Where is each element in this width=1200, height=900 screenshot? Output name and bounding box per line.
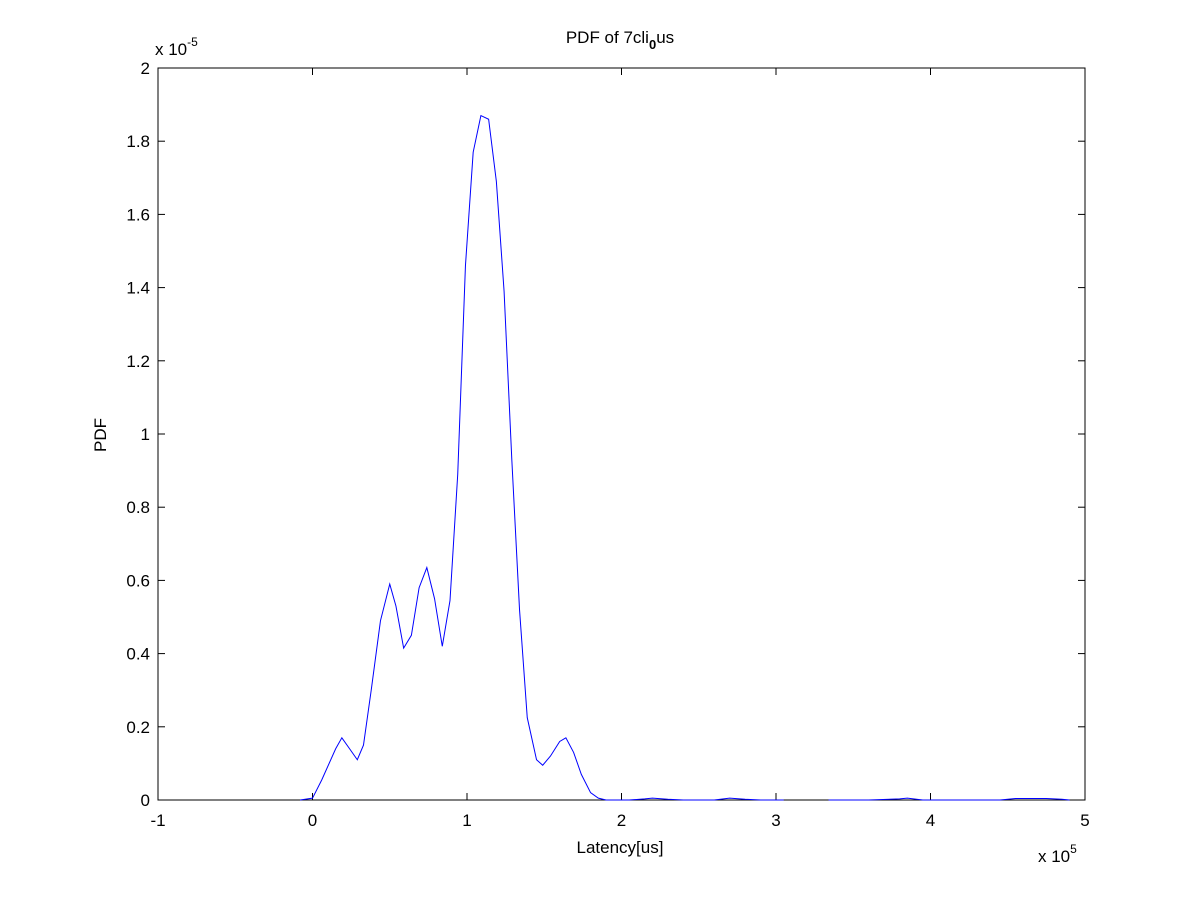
y-tick-label: 1.8 <box>126 132 150 151</box>
x-tick-label: -1 <box>150 811 165 830</box>
y-tick-label: 0 <box>141 791 150 810</box>
x-multiplier: x 105 <box>1038 842 1077 866</box>
x-multiplier-base: x 10 <box>1038 847 1070 866</box>
title-rest: us <box>656 28 674 47</box>
y-tick-label: 0.4 <box>126 645 150 664</box>
plot-frame <box>157 67 1086 801</box>
y-tick-label: 2 <box>141 59 150 78</box>
data-line <box>300 114 1070 801</box>
x-tick-label: 0 <box>308 811 317 830</box>
y-axis-label: PDF <box>91 418 110 452</box>
x-multiplier-exponent: 5 <box>1070 842 1077 856</box>
y-tick-label: 0.8 <box>126 498 150 517</box>
x-tick-label: 5 <box>1080 811 1089 830</box>
chart-title: PDF of 7cli0us <box>566 28 674 52</box>
y-tick-label: 0.6 <box>126 571 150 590</box>
y-tick-label: 1.4 <box>126 279 150 298</box>
y-multiplier: x 10-5 <box>155 35 198 59</box>
x-tick-label: 1 <box>462 811 471 830</box>
y-tick-label: 0.2 <box>126 718 150 737</box>
y-multiplier-exponent: -5 <box>187 35 198 49</box>
x-axis-label: Latency[us] <box>577 838 664 857</box>
title-main: PDF of 7cli <box>566 28 649 47</box>
x-tick-label: 3 <box>771 811 780 830</box>
x-tick-label: 4 <box>926 811 935 830</box>
x-tick-label: 2 <box>617 811 626 830</box>
title-subscript: 0 <box>649 37 656 52</box>
y-tick-label: 1 <box>141 425 150 444</box>
y-multiplier-base: x 10 <box>155 40 187 59</box>
y-tick-label: 1.2 <box>126 352 150 371</box>
y-tick-label: 1.6 <box>126 205 150 224</box>
